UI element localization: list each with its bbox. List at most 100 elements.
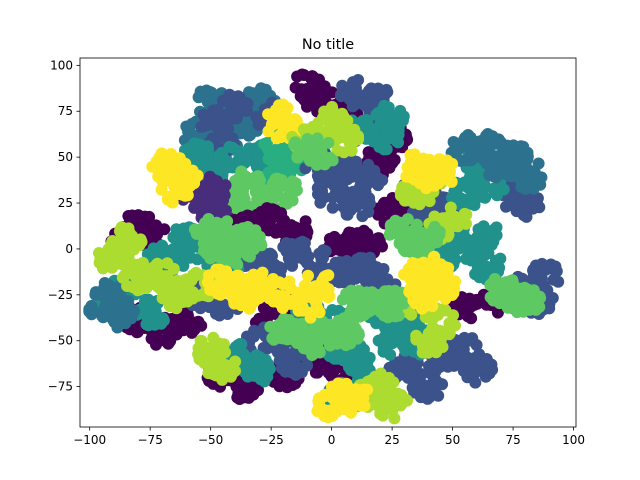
scatter-point	[350, 155, 363, 168]
scatter-point	[314, 181, 327, 194]
scatter-point	[432, 389, 445, 402]
scatter-point	[274, 221, 287, 234]
scatter-point	[345, 406, 357, 419]
x-tick-label: −50	[198, 433, 223, 447]
scatter-point	[203, 269, 216, 282]
scatter-point	[169, 187, 182, 199]
scatter-point	[370, 398, 383, 411]
scatter-point	[379, 387, 392, 400]
scatter-point	[484, 160, 497, 173]
scatter-point	[431, 236, 443, 249]
scatter-point	[521, 150, 534, 163]
scatter-point	[225, 368, 238, 381]
scatter-point	[408, 173, 421, 186]
scatter-point	[269, 343, 282, 356]
scatter-point	[122, 222, 135, 235]
scatter-point	[514, 173, 527, 186]
scatter-point	[338, 312, 351, 325]
scatter-point	[511, 306, 524, 319]
scatter-point	[410, 157, 423, 170]
scatter-point	[392, 356, 405, 369]
chart-title: No title	[302, 37, 354, 53]
scatter-point	[461, 153, 474, 166]
scatter-point	[389, 310, 402, 323]
scatter-point	[238, 177, 251, 190]
scatter-point	[291, 70, 304, 83]
scatter-point	[460, 208, 473, 221]
scatter-point	[167, 231, 180, 244]
scatter-point	[161, 257, 174, 270]
scatter-point	[313, 400, 326, 412]
scatter-point	[279, 365, 292, 378]
scatter-point	[542, 299, 555, 311]
scatter-point	[550, 265, 563, 278]
scatter-point	[419, 239, 432, 252]
scatter-point	[468, 199, 481, 211]
scatter-point	[192, 91, 205, 104]
scatter-point	[309, 280, 322, 293]
scatter-point	[402, 262, 415, 275]
scatter-point	[533, 267, 546, 280]
scatter-point	[240, 354, 253, 367]
scatter-point	[364, 234, 377, 247]
scatter-point	[285, 238, 298, 251]
x-tick-label: 50	[445, 433, 460, 447]
scatter-point	[302, 269, 314, 282]
scatter-point	[384, 121, 397, 134]
scatter-point	[100, 289, 113, 302]
scatter-point	[267, 333, 280, 346]
scatter-point	[448, 283, 461, 295]
scatter-point	[228, 237, 241, 250]
scatter-point	[395, 389, 408, 402]
scatter-point	[147, 242, 160, 255]
scatter-point	[292, 304, 305, 317]
scatter-point	[376, 240, 388, 253]
scatter-point	[405, 342, 418, 355]
scatter-point	[534, 292, 547, 304]
scatter-point	[342, 382, 355, 395]
scatter-point	[250, 147, 263, 160]
scatter-point	[296, 331, 309, 344]
scatter-point	[433, 288, 446, 301]
series-10	[83, 128, 548, 334]
scatter-point	[140, 303, 153, 316]
scatter-point	[252, 352, 265, 365]
scatter-point	[337, 110, 350, 123]
scatter-point	[273, 100, 286, 113]
scatter-point	[156, 175, 169, 188]
scatter-point	[262, 108, 275, 121]
scatter-point	[262, 125, 275, 138]
scatter-point	[89, 288, 102, 301]
scatter-point	[355, 171, 368, 184]
scatter-point	[472, 135, 485, 148]
scatter-point	[322, 136, 335, 149]
scatter-point	[322, 283, 335, 296]
scatter-point	[347, 353, 360, 366]
scatter-point	[314, 196, 327, 209]
scatter-point	[441, 154, 453, 167]
scatter-point	[378, 143, 390, 156]
scatter-point	[307, 290, 320, 303]
scatter-point	[289, 81, 302, 94]
scatter-point	[347, 287, 359, 300]
scatter-point	[356, 193, 369, 205]
scatter-point	[260, 137, 273, 149]
scatter-point	[500, 200, 512, 213]
scatter-point	[322, 411, 335, 424]
scatter-point	[358, 399, 371, 412]
scatter-point	[296, 235, 309, 248]
scatter-point	[112, 239, 125, 252]
scatter-point	[143, 215, 156, 227]
scatter-point	[313, 306, 326, 319]
scatter-point	[292, 224, 304, 237]
scatter-point	[428, 332, 440, 345]
scatter-point	[276, 278, 289, 291]
scatter-point	[375, 333, 388, 346]
scatter-point	[178, 180, 191, 193]
scatter-point	[140, 318, 153, 331]
scatter-point	[206, 368, 219, 380]
scatter-point	[263, 292, 276, 305]
scatter-point	[473, 255, 485, 268]
scatter-point	[491, 306, 504, 319]
scatter-point	[401, 161, 414, 174]
